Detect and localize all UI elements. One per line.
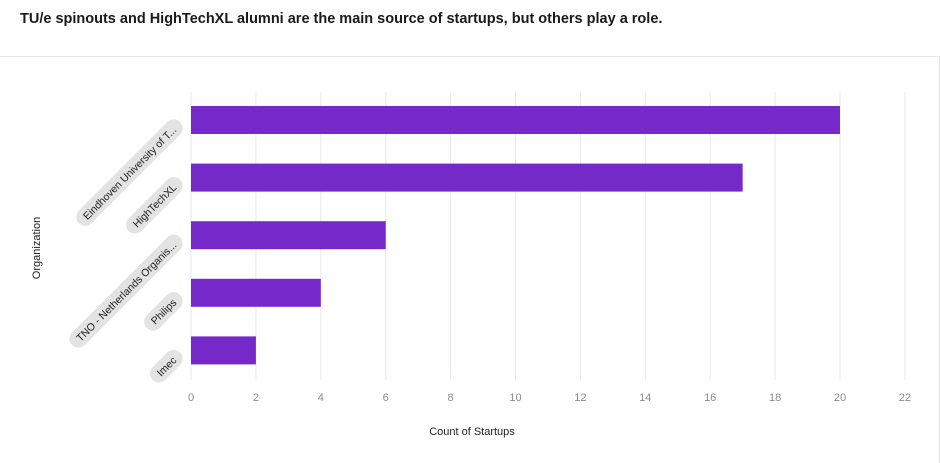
category-label: Philips <box>144 292 183 331</box>
bar[interactable] <box>191 336 256 365</box>
bar[interactable] <box>191 106 840 134</box>
x-tick-label: 10 <box>509 392 521 404</box>
bar[interactable] <box>191 221 386 250</box>
x-tick-label: 16 <box>704 392 716 404</box>
category-text: HighTechXL <box>131 182 180 231</box>
x-tick-label: 4 <box>318 392 324 404</box>
category-pill <box>69 234 183 348</box>
x-tick-label: 22 <box>899 392 911 404</box>
x-tick-label: 20 <box>834 392 846 404</box>
x-tick-label: 2 <box>253 392 259 404</box>
y-axis-label: Organization <box>31 217 43 279</box>
category-pill <box>126 176 183 234</box>
chart-title: TU/e spinouts and HighTechXL alumni are … <box>20 11 663 27</box>
x-tick-label: 18 <box>769 392 781 404</box>
category-label: TNO - Netherlands Organis... <box>69 234 183 348</box>
category-pill <box>149 349 183 383</box>
category-text: TNO - Netherlands Organis... <box>74 239 179 344</box>
x-tick-label: 14 <box>639 392 651 404</box>
x-axis-label: Count of Startups <box>429 426 515 438</box>
category-pill <box>76 119 183 226</box>
bar[interactable] <box>191 278 321 307</box>
x-tick-label: 6 <box>383 392 389 404</box>
category-label: HighTechXL <box>126 176 183 234</box>
category-pill <box>144 292 183 331</box>
x-tick-label: 8 <box>448 392 454 404</box>
x-tick-label: 12 <box>574 392 586 404</box>
category-label: Imec <box>149 349 183 383</box>
bar[interactable] <box>191 163 743 192</box>
category-label: Eindhoven University of T... <box>76 119 183 226</box>
header-divider <box>0 56 940 57</box>
x-tick-label: 0 <box>188 392 194 404</box>
